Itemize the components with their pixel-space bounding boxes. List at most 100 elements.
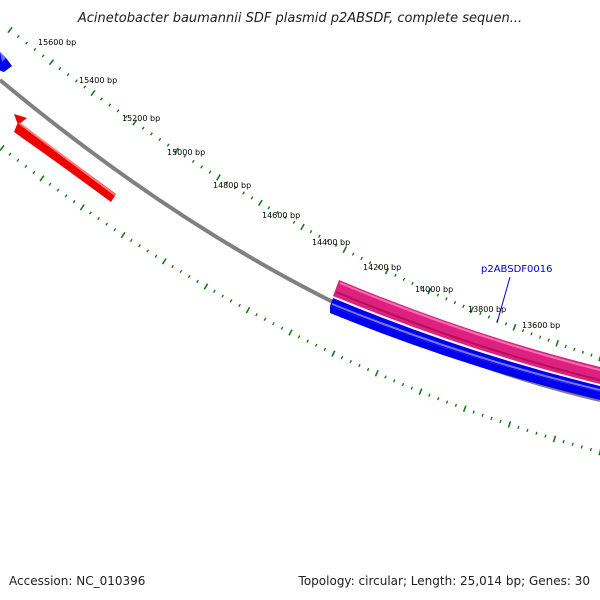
minor-tick [472,410,475,414]
minor-tick [581,350,584,354]
scale-label: 14000 bp [415,285,453,294]
minor-tick [526,428,529,433]
minor-tick [32,170,36,175]
scale-label: 13600 bp [522,321,560,330]
minor-tick [454,403,458,408]
map-title: Acinetobacter baumannii SDF plasmid p2AB… [77,11,523,26]
minor-tick [445,400,449,404]
minor-tick [521,328,525,333]
minor-tick [419,285,423,289]
major-tick [300,223,305,231]
major-tick [288,329,293,336]
major-tick [384,267,390,275]
major-tick [79,204,85,211]
major-tick [120,231,126,239]
minor-tick [48,182,52,186]
minor-tick [368,261,372,265]
scale-label: 14400 bp [312,238,350,247]
gene-label-leader [496,276,511,324]
inner-tick-ring [0,144,600,456]
topology-summary: Topology: circular; Length: 25,014 bp; G… [298,574,590,588]
minor-tick [16,158,20,162]
scale-label: 14200 bp [363,263,401,272]
minor-tick [33,47,37,52]
minor-tick [8,152,12,156]
minor-tick [504,322,508,326]
minor-tick [544,434,547,438]
minor-tick [72,200,76,204]
gene-label[interactable]: p2ABSDF0016 [481,264,552,275]
minor-tick [272,322,275,326]
major-tick [598,449,600,456]
minor-tick [263,317,267,321]
minor-tick [171,264,174,269]
scale-label: 14600 bp [262,211,300,220]
minor-tick [267,206,271,210]
gene-feature-p2ABSDF0016[interactable] [333,280,600,384]
gene-feature-blue[interactable] [330,298,600,400]
scale-label: 13800 bp [468,305,506,314]
minor-tick [428,393,431,397]
minor-tick [97,216,100,221]
minor-tick [394,273,397,277]
scale-label: 15400 bp [79,76,117,85]
major-tick [507,421,512,428]
gene-feature-blue-top[interactable] [0,50,12,72]
minor-tick [24,164,28,169]
minor-tick [580,445,583,449]
minor-tick [150,132,153,136]
minor-tick [309,229,313,234]
minor-tick [410,386,413,390]
major-tick [418,388,423,396]
minor-tick [517,425,520,430]
minor-tick [116,109,120,113]
minor-tick [66,73,70,77]
minor-tick [154,254,158,258]
major-tick [374,369,379,377]
major-tick [555,339,560,347]
minor-tick [358,363,361,368]
minor-tick [462,304,465,308]
minor-tick [538,335,542,339]
major-tick [552,435,557,443]
minor-tick [242,191,245,195]
minor-tick [129,238,133,243]
minor-tick [590,353,593,357]
minor-tick [437,397,440,401]
major-tick [7,26,13,34]
minor-tick [481,413,484,417]
accession-info: Accession: NC_010396 [9,574,146,588]
minor-tick [158,137,162,142]
minor-tick [89,211,92,215]
scale-label: 14800 bp [213,181,251,190]
major-tick [598,355,600,362]
minor-tick [326,239,330,243]
minor-tick [280,326,284,330]
scale-label: 15200 bp [122,114,160,123]
minor-tick [377,265,380,269]
minor-tick [275,211,279,215]
minor-tick [349,359,352,364]
major-tick [342,246,347,254]
minor-tick [393,379,396,383]
major-tick [203,283,209,290]
minor-tick [314,343,318,347]
minor-tick [571,442,574,446]
minor-tick [108,103,112,107]
minor-tick [99,97,103,101]
minor-tick [401,382,405,387]
minor-tick [284,215,288,220]
gene-feature-red[interactable] [14,114,116,202]
minor-tick [499,419,502,424]
minor-tick [436,293,440,297]
minor-tick [366,367,370,372]
minor-tick [146,249,150,253]
minor-tick [351,252,355,256]
scale-label: 15000 bp [167,148,205,157]
major-tick [161,258,167,265]
minor-tick [453,300,457,305]
minor-tick [573,347,576,352]
minor-tick [233,186,237,190]
major-tick [39,175,45,182]
